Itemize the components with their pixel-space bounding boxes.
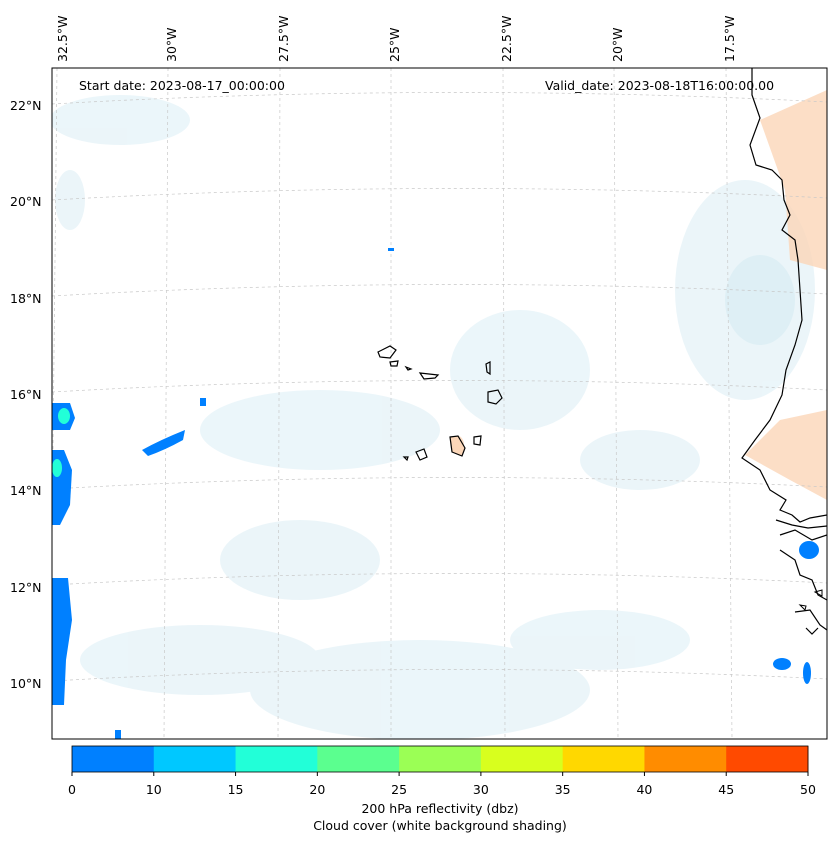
colorbar-tick-label: 20 — [309, 782, 325, 797]
colorbar-tick-label: 0 — [68, 782, 76, 797]
start-date-label: Start date: 2023-08-17_00:00:00 — [79, 78, 285, 93]
colorbar-tick-label: 35 — [555, 782, 571, 797]
colorbar-tick-label: 40 — [636, 782, 652, 797]
colorbar-tick-label: 15 — [228, 782, 244, 797]
colorbar-tick-label: 30 — [473, 782, 489, 797]
colorbar-tick-label: 45 — [718, 782, 734, 797]
colorbar-tick-label: 10 — [146, 782, 162, 797]
colorbar-label-reflectivity: 200 hPa reflectivity (dbz) — [72, 801, 808, 816]
colorbar-label-cloud-cover: Cloud cover (white background shading) — [72, 818, 808, 833]
valid-date-label: Valid_date: 2023-08-18T16:00:00.00 — [545, 78, 774, 93]
colorbar-tick-label: 25 — [391, 782, 407, 797]
colorbar-tick-label: 50 — [800, 782, 816, 797]
